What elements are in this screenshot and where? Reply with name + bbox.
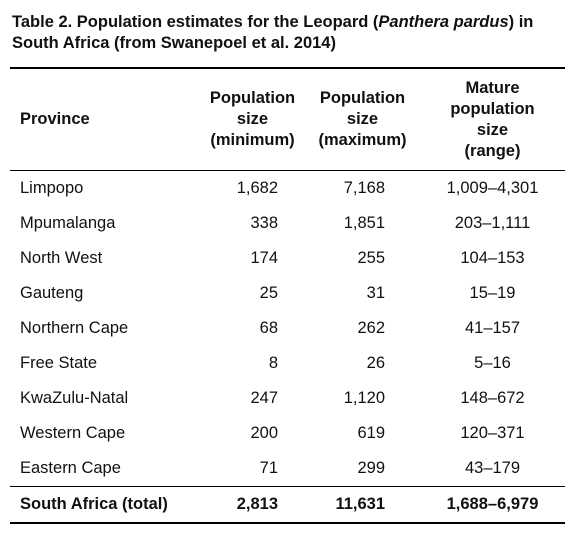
cell-value: 25: [259, 284, 278, 302]
cell-value: 1,851: [343, 214, 385, 232]
cell-value: 5–16: [474, 354, 511, 372]
data-row: Northern Cape 68 262 41–157: [10, 311, 565, 346]
header-line: (range): [464, 141, 521, 160]
cell-province: Free State: [20, 354, 98, 372]
header-line: Province: [20, 110, 90, 128]
cell-value: 68: [259, 319, 278, 337]
cell-value: 1,009–4,301: [446, 179, 539, 197]
cell-value: 71: [259, 459, 278, 477]
header-line: size: [236, 110, 269, 128]
cell-value: 619: [357, 424, 385, 442]
cell-province: South Africa (total): [20, 495, 168, 513]
cell-value: 7,168: [343, 179, 385, 197]
cell-value: 338: [250, 214, 278, 232]
cell-value: 8: [268, 354, 278, 372]
cell-province: KwaZulu-Natal: [20, 389, 129, 407]
cell-province: Eastern Cape: [20, 459, 121, 477]
cell-value: 15–19: [469, 284, 516, 302]
cell-value: 2,813: [236, 495, 278, 513]
cell-value: 299: [357, 459, 385, 477]
column-header: Population size (maximum): [305, 68, 420, 171]
title-part: ) in South Africa (from Swanepoel et al.…: [12, 13, 534, 52]
data-table: Province Population size (minimum) Populatio…: [10, 67, 565, 524]
header-line: Mature: [465, 78, 520, 97]
cell-value: 1,688–6,979: [446, 495, 539, 513]
cell-value: 200: [250, 424, 278, 442]
table-body: Limpopo 1,682 7,168 1,009–4,301 Mpumalanga 33…: [10, 171, 565, 523]
cell-province: Northern Cape: [20, 319, 129, 337]
cell-value: 247: [250, 389, 278, 407]
cell-value: 41–157: [464, 319, 521, 337]
table-title: Table 2. Population estimates for the Le…: [12, 12, 567, 54]
title-italic: Panthera pardus: [378, 13, 509, 31]
cell-province: Mpumalanga: [20, 214, 116, 232]
cell-value: 174: [250, 249, 278, 267]
cell-value: 1,120: [343, 389, 385, 407]
header-line: (maximum): [318, 131, 407, 149]
cell-province: North West: [20, 249, 103, 267]
column-header: Population size (minimum): [200, 68, 305, 171]
data-row: Eastern Cape 71 299 43–179: [10, 451, 565, 487]
header-line: population: [450, 99, 535, 118]
cell-value: 148–672: [460, 389, 525, 407]
cell-value: 120–371: [460, 424, 525, 442]
data-row: North West 174 255 104–153: [10, 241, 565, 276]
header-line: (minimum): [210, 131, 295, 149]
cell-value: 203–1,111: [454, 214, 531, 232]
data-row: Free State 8 26 5–16: [10, 346, 565, 381]
cell-value: 255: [357, 249, 385, 267]
total-row: South Africa (total) 2,813 11,631 1,688–6,9…: [10, 486, 565, 523]
data-row: Gauteng 25 31 15–19: [10, 276, 565, 311]
cell-value: 262: [357, 319, 385, 337]
data-row: Mpumalanga 338 1,851 203–1,111: [10, 206, 565, 241]
header-line: size: [476, 120, 509, 139]
column-header: Province: [10, 68, 200, 171]
cell-province: Limpopo: [20, 179, 84, 197]
data-row: Limpopo 1,682 7,168 1,009–4,301: [10, 171, 565, 207]
data-row: KwaZulu-Natal 247 1,120 148–672: [10, 381, 565, 416]
cell-province: Western Cape: [20, 424, 126, 442]
column-header: Mature population size (range): [420, 68, 565, 171]
header-line: Population: [319, 89, 406, 107]
cell-value: 43–179: [464, 459, 521, 477]
data-row: Western Cape 200 619 120–371: [10, 416, 565, 451]
cell-value: 104–153: [460, 249, 525, 267]
cell-value: 11,631: [335, 495, 385, 513]
header-row: Province Population size (minimum) Populatio…: [10, 68, 565, 171]
cell-value: 26: [366, 354, 385, 372]
cell-value: 31: [366, 284, 385, 302]
header-line: size: [346, 110, 379, 128]
cell-value: 1,682: [236, 179, 278, 197]
cell-province: Gauteng: [20, 284, 84, 302]
title-part: Table 2. Population estimates for the Le…: [12, 13, 379, 31]
header-line: Population: [209, 89, 296, 107]
